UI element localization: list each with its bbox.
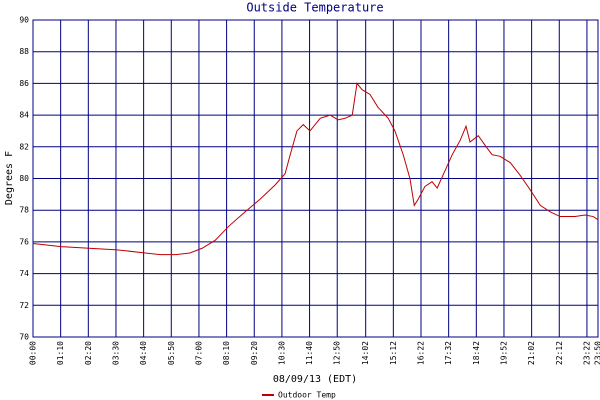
x-tick-label: 17:32 <box>444 341 453 365</box>
x-tick-label: 18:42 <box>472 341 481 365</box>
x-tick-label: 09:20 <box>250 341 259 365</box>
x-tick-label: 19:52 <box>499 341 508 365</box>
y-tick-label: 86 <box>19 79 29 88</box>
x-tick-label: 10:30 <box>277 341 286 365</box>
x-tick-label: 16:22 <box>416 341 425 365</box>
legend-label: Outdoor Temp <box>278 391 336 400</box>
x-tick-label: 02:20 <box>84 341 93 365</box>
chart-title: Outside Temperature <box>246 1 383 15</box>
x-tick-label: 12:50 <box>333 341 342 365</box>
x-tick-label: 01:10 <box>56 341 65 365</box>
y-tick-label: 78 <box>19 206 29 215</box>
x-tick-label: 07:00 <box>194 341 203 365</box>
x-tick-label: 00:00 <box>29 341 38 365</box>
y-tick-label: 80 <box>19 174 29 183</box>
x-tick-label: 21:02 <box>527 341 536 365</box>
y-tick-label: 70 <box>19 333 29 342</box>
y-tick-label: 84 <box>19 111 29 120</box>
x-axis-label: 08/09/13 (EDT) <box>273 374 357 385</box>
x-tick-label: 03:30 <box>111 341 120 365</box>
x-tick-label: 23:50 <box>594 341 600 365</box>
x-tick-label: 15:12 <box>389 341 398 365</box>
x-tick-label: 05:50 <box>167 341 176 365</box>
x-tick-label: 11:40 <box>305 341 314 365</box>
y-tick-label: 74 <box>19 269 29 278</box>
x-tick-label: 22:12 <box>555 341 564 365</box>
x-tick-label: 04:40 <box>139 341 148 365</box>
y-axis-label: Degrees F <box>4 151 15 205</box>
x-tick-label: 14:02 <box>361 341 370 365</box>
y-tick-label: 88 <box>19 47 29 56</box>
series-line <box>32 82 599 256</box>
y-tick-label: 72 <box>19 301 29 310</box>
y-tick-label: 76 <box>19 237 29 246</box>
y-tick-label: 82 <box>19 142 29 151</box>
x-tick-label: 23:22 <box>582 341 591 365</box>
x-tick-label: 08:10 <box>222 341 231 365</box>
y-tick-label: 90 <box>19 16 29 25</box>
